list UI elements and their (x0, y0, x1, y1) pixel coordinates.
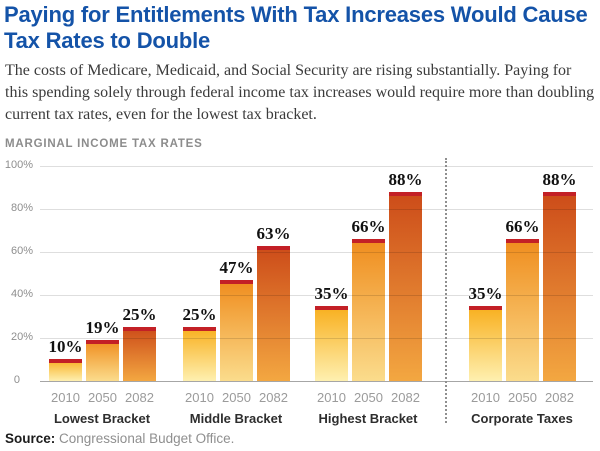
gridline (40, 295, 593, 296)
group-label: Middle Bracket (189, 411, 283, 426)
gridline (40, 338, 593, 339)
y-axis-tick: 20% (10, 331, 33, 343)
bar-value-label: 25% (122, 305, 157, 324)
bar-value-label: 63% (256, 224, 291, 243)
bar-cap (220, 280, 253, 284)
x-axis-line (40, 381, 593, 382)
bar-cap (257, 246, 290, 250)
y-axis-tick: 100% (4, 159, 33, 171)
subtitle-text: The costs of Medicare, Medicaid, and Soc… (5, 62, 595, 123)
bar (469, 306, 502, 381)
year-label: 2010 (471, 390, 500, 405)
bar-value-label: 25% (182, 305, 217, 324)
year-label: 2050 (354, 390, 383, 405)
year-label: 2050 (222, 390, 251, 405)
bar-value-label: 66% (351, 217, 386, 236)
bar-cap (123, 327, 156, 331)
bar-value-label: 19% (85, 318, 120, 337)
bar (352, 239, 385, 381)
bar-cap (315, 306, 348, 310)
group-label: Corporate Taxes (471, 411, 573, 426)
bar (389, 192, 422, 381)
bar-value-label: 35% (314, 284, 349, 303)
bar-cap (183, 327, 216, 331)
source-line: Source: Congressional Budget Office. (5, 431, 234, 446)
bar-value-label: 10% (48, 337, 83, 356)
bar (49, 359, 82, 381)
gridline (40, 209, 593, 210)
bar (86, 340, 119, 381)
bar-cap (49, 359, 82, 363)
bar (506, 239, 539, 381)
year-label: 2050 (508, 390, 537, 405)
bar-cap (352, 239, 385, 243)
chart-title: MARGINAL INCOME TAX RATES (5, 138, 203, 150)
group-label: Lowest Bracket (53, 411, 151, 426)
bar-cap (389, 192, 422, 196)
bar-cap (469, 306, 502, 310)
bar-cap (86, 340, 119, 344)
year-label: 2010 (185, 390, 214, 405)
group-separator-line (445, 158, 447, 423)
source-text: Congressional Budget Office. (59, 431, 235, 446)
bar (123, 327, 156, 381)
bar (543, 192, 576, 381)
bar-value-label: 66% (505, 217, 540, 236)
bar (183, 327, 216, 381)
year-label: 2082 (125, 390, 154, 405)
bar-value-label: 88% (388, 170, 423, 189)
source-label: Source: (5, 431, 56, 446)
y-axis-tick: 80% (10, 202, 33, 214)
bar (257, 246, 290, 381)
bar-value-label: 35% (468, 284, 503, 303)
year-label: 2050 (88, 390, 117, 405)
bar-value-label: 88% (542, 170, 577, 189)
group-label: Highest Bracket (318, 411, 418, 426)
bar (315, 306, 348, 381)
bar (220, 280, 253, 381)
year-label: 2082 (391, 390, 420, 405)
page-title: Paying for Entitlements With Tax Increas… (4, 2, 588, 53)
bar-value-label: 47% (219, 258, 254, 277)
year-label: 2010 (317, 390, 346, 405)
year-label: 2082 (545, 390, 574, 405)
y-axis-tick: 0 (13, 374, 20, 386)
y-axis-tick: 60% (10, 245, 33, 257)
gridline (40, 166, 593, 167)
y-axis-tick: 40% (10, 288, 33, 300)
year-label: 2082 (259, 390, 288, 405)
gridline (40, 252, 593, 253)
bar-cap (543, 192, 576, 196)
bar-cap (506, 239, 539, 243)
bar-chart: 10% 2010 19% 2050 25% 2082 Lowest Bracket 25% 20… (0, 152, 600, 428)
year-label: 2010 (51, 390, 80, 405)
